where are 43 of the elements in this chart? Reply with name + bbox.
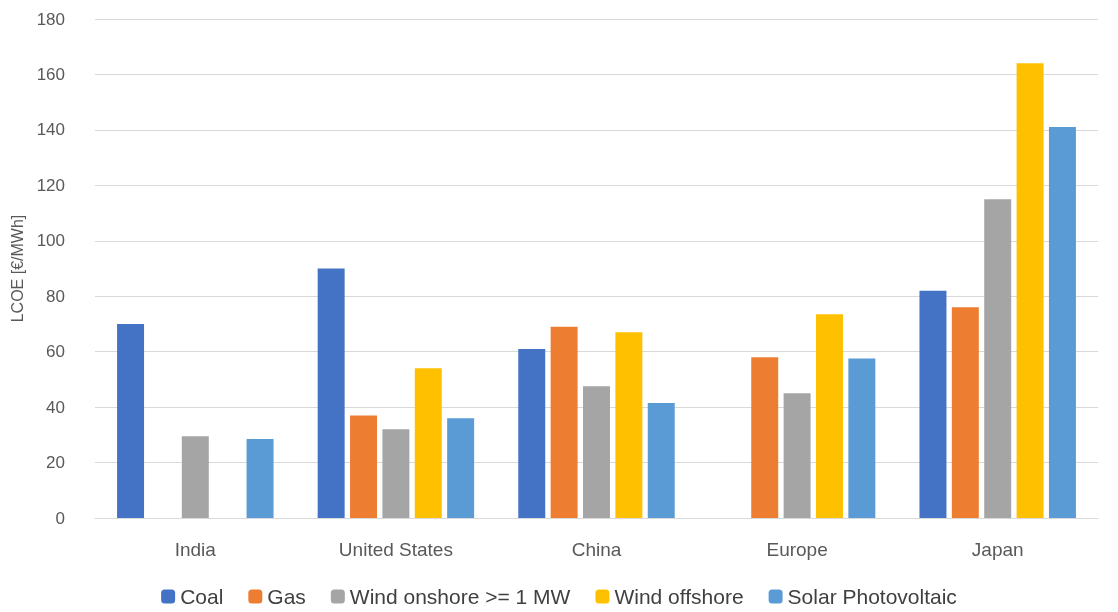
legend-label: Solar Photovoltaic [787, 585, 957, 608]
bar [550, 326, 578, 518]
bar [647, 402, 675, 518]
y-tick-label: 160 [36, 64, 65, 84]
y-tick-label: 40 [46, 397, 65, 417]
legend-label: Wind onshore >= 1 MW [349, 585, 571, 608]
bar [1016, 63, 1044, 518]
bar [447, 418, 475, 518]
x-tick-label: China [571, 539, 622, 560]
x-tick-label: United States [338, 539, 453, 560]
y-tick-label: 180 [36, 9, 65, 29]
y-axis-title: LCOE [€/MWh] [9, 214, 27, 323]
bar [984, 199, 1012, 518]
x-tick-label: Japan [971, 539, 1024, 560]
bar [783, 393, 811, 518]
y-tick-label: 80 [46, 286, 65, 306]
y-tick-label: 0 [55, 508, 65, 528]
bar [246, 438, 274, 518]
bar [117, 323, 145, 518]
bar [751, 357, 779, 518]
bar [350, 415, 378, 518]
y-tick-label: 60 [46, 342, 65, 362]
bar [848, 358, 876, 518]
bar [583, 386, 610, 518]
bar [951, 307, 979, 518]
bar [181, 436, 209, 518]
legend-label: Coal [180, 585, 224, 608]
bar [382, 429, 410, 518]
x-tick-label: India [174, 539, 217, 560]
bar [518, 348, 546, 518]
y-tick-label: 100 [36, 231, 65, 251]
bar [919, 290, 947, 518]
bar [615, 332, 643, 518]
bar [317, 268, 345, 518]
y-tick-label: 20 [46, 453, 65, 473]
bar [815, 314, 843, 518]
legend-label: Wind offshore [614, 585, 744, 608]
legend-label: Gas [267, 585, 306, 608]
bar [414, 368, 442, 518]
bar [1048, 127, 1076, 518]
y-tick-label: 140 [36, 120, 65, 140]
y-tick-label: 120 [36, 175, 65, 195]
x-tick-label: Europe [766, 539, 828, 560]
